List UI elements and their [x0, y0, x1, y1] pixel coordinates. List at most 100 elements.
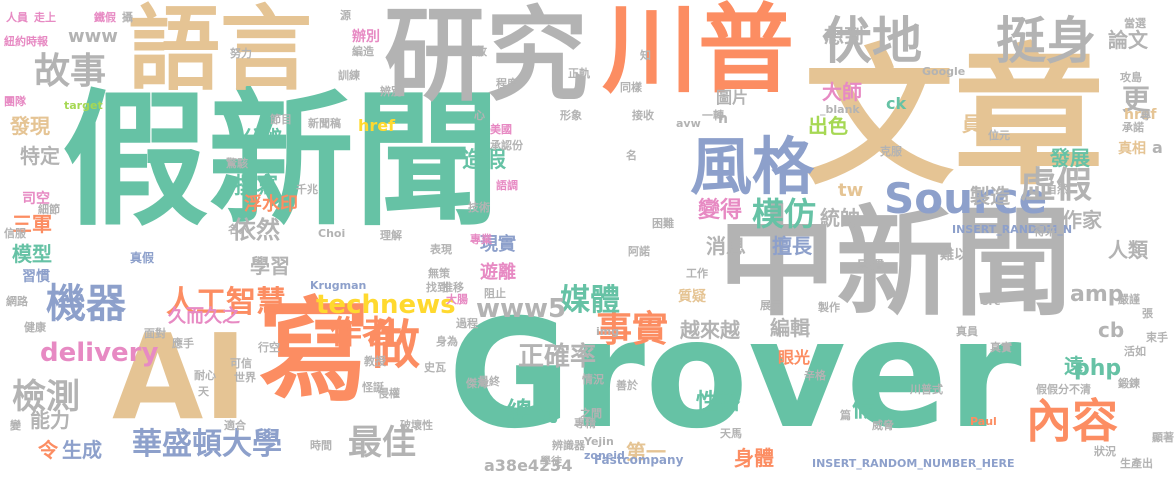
cloud-word: Choi [318, 227, 346, 240]
cloud-word: 之間 [580, 407, 602, 420]
cloud-word: 專精 [574, 417, 596, 430]
cloud-word: 表現 [430, 243, 452, 256]
cloud-word: Google [922, 65, 966, 78]
cloud-word: 放 [476, 45, 487, 58]
cloud-word: 活如 [1124, 345, 1146, 358]
cloud-word: href [1124, 107, 1157, 123]
cloud-word: technews [316, 290, 456, 320]
cloud-word: 作家 [1062, 208, 1102, 232]
cloud-word: 當選 [1124, 17, 1146, 30]
cloud-word: tw [838, 180, 864, 201]
cloud-word: Grover [448, 288, 1022, 462]
cloud-word: 找到 [426, 281, 448, 294]
cloud-word: php [1074, 356, 1122, 381]
cloud-word: 努力 [230, 47, 252, 60]
cloud-word: 得來 [1034, 225, 1056, 238]
cloud-word: a38e4234 [484, 456, 573, 475]
cloud-word: INSERT_RANDOM_N [952, 223, 1073, 236]
cloud-word: 善於 [616, 379, 638, 392]
cloud-word: 阿諾 [628, 245, 650, 258]
cloud-word: 威脅 [872, 419, 894, 432]
cloud-word: 情況 [582, 373, 604, 386]
cloud-word: avw [676, 117, 701, 130]
cloud-word: 檢測 [12, 377, 80, 417]
cloud-word: 身體 [734, 446, 774, 470]
cloud-word: 怪誕 [362, 381, 384, 394]
cloud-word: delivery [40, 338, 159, 368]
cloud-word: 生成 [62, 438, 102, 462]
cloud-word: 三軍 [12, 212, 52, 236]
cloud-word: 寫 [258, 287, 370, 417]
cloud-word: 辛格 [804, 369, 826, 382]
cloud-word: 假新聞 [62, 76, 500, 246]
cloud-word: 過程 [456, 317, 478, 330]
cloud-word: 面對 [144, 327, 166, 340]
cloud-word: 攻島 [1120, 71, 1142, 84]
cloud-word: 久而久之 [168, 306, 240, 327]
cloud-word: 員 [962, 112, 982, 136]
cloud-word: 習慣 [22, 269, 50, 285]
cloud-word: 知 [640, 49, 651, 62]
cloud-word: 阻止 [484, 287, 506, 300]
cloud-word: 細節 [38, 203, 60, 216]
cloud-word: img [596, 325, 620, 338]
cloud-word: 變得 [698, 198, 743, 223]
cloud-word: 伏地 [822, 12, 922, 70]
cloud-word: 嚴謹 [1118, 293, 1140, 306]
cloud-word: 程度 [496, 77, 518, 90]
cloud-word: 承諾 [1122, 121, 1144, 134]
cloud-word: 中新聞 [718, 194, 1073, 332]
cloud-word: 編輯 [770, 316, 810, 340]
cloud-word: 天 [198, 385, 209, 398]
cloud-word: 真員 [956, 325, 978, 338]
cloud-word: 技術 [468, 201, 490, 214]
cloud-word: 語調 [496, 179, 518, 192]
cloud-word: 走上 [34, 11, 56, 24]
cloud-word: 能力 [30, 408, 70, 432]
cloud-word: 世界 [234, 371, 256, 384]
cloud-word: 專業 [470, 233, 492, 246]
cloud-word: 應手 [172, 337, 194, 350]
cloud-word: 見慣 [856, 259, 884, 275]
cloud-word: 傑海 [466, 377, 488, 390]
cloud-word: 專 [1140, 109, 1151, 122]
cloud-word: 工作 [686, 267, 708, 280]
cloud-word: 無策 [428, 267, 450, 280]
cloud-word: 編造 [352, 45, 374, 58]
cloud-word: 推移 [442, 281, 464, 294]
cloud-word: 現實 [480, 234, 516, 255]
cloud-word: Yejin [584, 435, 614, 448]
cloud-word: 破壞性 [400, 419, 433, 432]
cloud-word: 人員 [6, 11, 28, 24]
cloud-word: www5 [476, 294, 567, 324]
cloud-word: 鍛鍊 [1118, 377, 1140, 390]
cloud-word: 紐約時報 [4, 35, 48, 48]
cloud-word: 遊離 [480, 262, 516, 283]
cloud-word: 發現 [10, 114, 50, 138]
cloud-word: ck [886, 94, 907, 113]
cloud-word: 位元 [988, 129, 1010, 142]
cloud-word: 形象 [560, 109, 582, 122]
cloud-word: 辦別 [352, 29, 380, 45]
cloud-word: 名人 [228, 223, 250, 236]
cloud-word: n [718, 111, 728, 127]
cloud-word: 大師 [822, 80, 862, 104]
cloud-word: 史瓦 [424, 361, 446, 374]
cloud-word: 生產出 [1120, 457, 1153, 470]
cloud-word: 自然 [1046, 183, 1068, 196]
cloud-word: 川普 [602, 0, 794, 106]
cloud-word: 擅長 [772, 234, 812, 258]
cloud-word: 變 [10, 419, 21, 432]
cloud-word: 依然 [232, 216, 280, 244]
cloud-word: 美國 [490, 123, 512, 136]
cloud-word: 承認 [490, 139, 512, 152]
cloud-word: AI [112, 308, 248, 446]
cloud-word: 越來越 [680, 318, 740, 342]
cloud-word: 辨識器 [552, 439, 585, 452]
cloud-word: 風格 [690, 130, 815, 203]
cloud-word: 語言 [128, 0, 313, 103]
cloud-word: 真假 [130, 251, 155, 265]
cloud-word: 源 [340, 9, 351, 22]
cloud-word: 真相 [1118, 141, 1146, 157]
cloud-word: 網路 [6, 295, 28, 308]
